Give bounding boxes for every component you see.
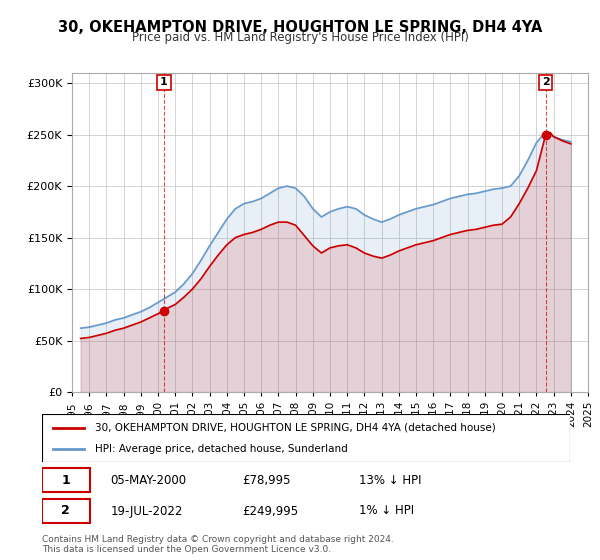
Text: £249,995: £249,995: [242, 505, 299, 517]
FancyBboxPatch shape: [42, 414, 570, 462]
Text: 13% ↓ HPI: 13% ↓ HPI: [359, 474, 421, 487]
Text: HPI: Average price, detached house, Sunderland: HPI: Average price, detached house, Sund…: [95, 444, 347, 454]
Text: 19-JUL-2022: 19-JUL-2022: [110, 505, 183, 517]
Text: 1% ↓ HPI: 1% ↓ HPI: [359, 505, 414, 517]
Text: 30, OKEHAMPTON DRIVE, HOUGHTON LE SPRING, DH4 4YA (detached house): 30, OKEHAMPTON DRIVE, HOUGHTON LE SPRING…: [95, 423, 496, 433]
Text: Price paid vs. HM Land Registry's House Price Index (HPI): Price paid vs. HM Land Registry's House …: [131, 31, 469, 44]
Text: £78,995: £78,995: [242, 474, 291, 487]
Text: Contains HM Land Registry data © Crown copyright and database right 2024.
This d: Contains HM Land Registry data © Crown c…: [42, 535, 394, 554]
Text: 2: 2: [61, 505, 70, 517]
Text: 1: 1: [160, 77, 168, 87]
Text: 05-MAY-2000: 05-MAY-2000: [110, 474, 187, 487]
Text: 1: 1: [61, 474, 70, 487]
Text: 2: 2: [542, 77, 550, 87]
Text: 30, OKEHAMPTON DRIVE, HOUGHTON LE SPRING, DH4 4YA: 30, OKEHAMPTON DRIVE, HOUGHTON LE SPRING…: [58, 20, 542, 35]
FancyBboxPatch shape: [42, 469, 89, 492]
FancyBboxPatch shape: [42, 500, 89, 522]
